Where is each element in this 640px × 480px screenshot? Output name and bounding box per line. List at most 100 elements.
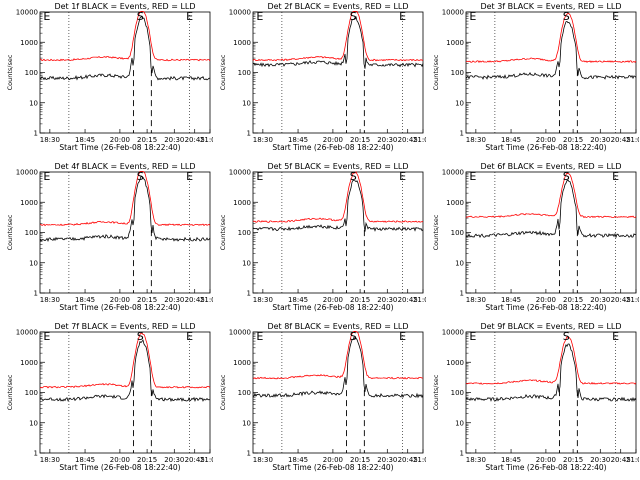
plot-frame [39, 11, 211, 134]
x-axis-label: Start Time (26-Feb-08 18:22:40) [59, 143, 180, 152]
panel-title: Det 3f BLACK = Events, RED = LLD [480, 2, 621, 11]
y-tick-label: 10 [455, 259, 464, 267]
x-tick-label: 18:30 [40, 296, 60, 304]
detector-panel: Det 1f BLACK = Events, RED = LLD 1 10 100 10… [0, 0, 213, 160]
y-tick-label: 100 [25, 69, 38, 77]
detector-chart: Det 8f BLACK = Events, RED = LLD 1 10 100 10… [219, 322, 426, 472]
x-tick-label: 18:30 [253, 296, 273, 304]
interval-marker: E [469, 170, 476, 183]
detector-panel: Det 4f BLACK = Events, RED = LLD 1 10 100 10… [0, 160, 213, 320]
y-tick-label: 1000 [20, 39, 38, 47]
x-axis-label: Start Time (26-Feb-08 18:22:40) [272, 143, 393, 152]
x-tick-label: 20:00 [323, 296, 343, 304]
x-axis-label: Start Time (26-Feb-08 18:22:40) [59, 303, 180, 312]
detector-chart: Det 3f BLACK = Events, RED = LLD 1 10 100 10… [432, 2, 639, 152]
plot-frame [252, 11, 424, 134]
x-tick-label: 21:00 [626, 296, 639, 304]
x-tick-label: 20:45 [398, 296, 418, 304]
y-tick-label: 1000 [233, 359, 251, 367]
x-tick-label: 20:30 [377, 136, 397, 144]
series-events [40, 339, 211, 403]
interval-marker: S [137, 10, 144, 23]
interval-marker: E [612, 10, 619, 23]
interval-marker: S [137, 330, 144, 343]
x-tick-label: 20:15 [137, 296, 157, 304]
series-events [465, 21, 637, 80]
y-axis-label: Counts/sec [432, 374, 440, 410]
x-tick-label: 18:45 [288, 136, 308, 144]
x-tick-label: 20:30 [377, 456, 397, 464]
panel-title: Det 1f BLACK = Events, RED = LLD [54, 2, 195, 11]
x-axis-label: Start Time (26-Feb-08 18:22:40) [485, 463, 606, 472]
y-axis-label: Counts/sec [6, 54, 14, 90]
interval-marker: E [612, 330, 619, 343]
x-tick-label: 18:45 [75, 456, 95, 464]
panel-title: Det 7f BLACK = Events, RED = LLD [54, 322, 195, 331]
series-lld [39, 332, 211, 389]
series-events [465, 343, 637, 402]
detector-chart: Det 2f BLACK = Events, RED = LLD 1 10 100 10… [219, 2, 426, 152]
y-tick-label: 10 [29, 419, 38, 427]
y-tick-label: 10000 [229, 9, 251, 17]
x-tick-label: 18:45 [501, 296, 521, 304]
y-tick-label: 1 [247, 290, 251, 298]
x-axis-label: Start Time (26-Feb-08 18:22:40) [485, 143, 606, 152]
detector-chart: Det 4f BLACK = Events, RED = LLD 1 10 100 10… [6, 162, 213, 312]
interval-marker: E [256, 330, 263, 343]
x-tick-label: 20:00 [536, 456, 556, 464]
interval-marker: E [612, 170, 619, 183]
x-tick-label: 20:00 [323, 136, 343, 144]
y-tick-label: 10000 [229, 329, 251, 337]
x-tick-label: 20:45 [185, 456, 205, 464]
x-axis-label: Start Time (26-Feb-08 18:22:40) [272, 463, 393, 472]
x-tick-label: 21:00 [200, 296, 213, 304]
series-events [252, 336, 424, 399]
y-tick-label: 1000 [20, 359, 38, 367]
y-tick-label: 1000 [233, 199, 251, 207]
series-events [252, 16, 424, 69]
x-tick-label: 18:30 [253, 136, 273, 144]
x-tick-label: 18:45 [288, 456, 308, 464]
y-tick-label: 10000 [16, 169, 38, 177]
x-tick-label: 20:15 [563, 456, 583, 464]
y-tick-label: 1 [34, 130, 38, 138]
x-tick-label: 20:00 [110, 296, 130, 304]
x-tick-label: 20:00 [536, 296, 556, 304]
interval-marker: E [256, 10, 263, 23]
x-tick-label: 21:00 [200, 136, 213, 144]
x-tick-label: 20:45 [185, 136, 205, 144]
interval-marker: E [43, 10, 50, 23]
y-tick-label: 1 [34, 450, 38, 458]
interval-marker: E [399, 170, 406, 183]
detector-panel: Det 3f BLACK = Events, RED = LLD 1 10 100 10… [426, 0, 639, 160]
detector-panel: Det 9f BLACK = Events, RED = LLD 1 10 100 10… [426, 320, 639, 480]
y-tick-label: 100 [238, 389, 251, 397]
y-tick-label: 10000 [16, 329, 38, 337]
series-lld [465, 336, 637, 385]
y-tick-label: 100 [25, 229, 38, 237]
y-tick-label: 100 [25, 389, 38, 397]
interval-marker: S [563, 330, 570, 343]
y-tick-label: 10000 [442, 329, 464, 337]
detector-chart: Det 9f BLACK = Events, RED = LLD 1 10 100 10… [432, 322, 639, 472]
x-tick-label: 21:00 [413, 136, 426, 144]
x-tick-label: 18:30 [40, 136, 60, 144]
x-tick-label: 20:45 [398, 136, 418, 144]
series-events [465, 179, 637, 239]
detector-panel: Det 7f BLACK = Events, RED = LLD 1 10 100 10… [0, 320, 213, 480]
x-tick-label: 20:30 [590, 456, 610, 464]
x-tick-label: 21:00 [626, 136, 639, 144]
detector-chart: Det 5f BLACK = Events, RED = LLD 1 10 100 10… [219, 162, 426, 312]
y-axis-label: Counts/sec [6, 374, 14, 410]
y-tick-label: 1 [34, 290, 38, 298]
x-tick-label: 20:30 [164, 136, 184, 144]
y-tick-label: 1000 [20, 199, 38, 207]
interval-marker: S [350, 170, 357, 183]
y-tick-label: 10 [29, 259, 38, 267]
y-tick-label: 10000 [442, 9, 464, 17]
y-tick-label: 100 [451, 389, 464, 397]
x-tick-label: 20:30 [590, 136, 610, 144]
panel-title: Det 4f BLACK = Events, RED = LLD [54, 162, 195, 171]
panel-title: Det 5f BLACK = Events, RED = LLD [267, 162, 408, 171]
